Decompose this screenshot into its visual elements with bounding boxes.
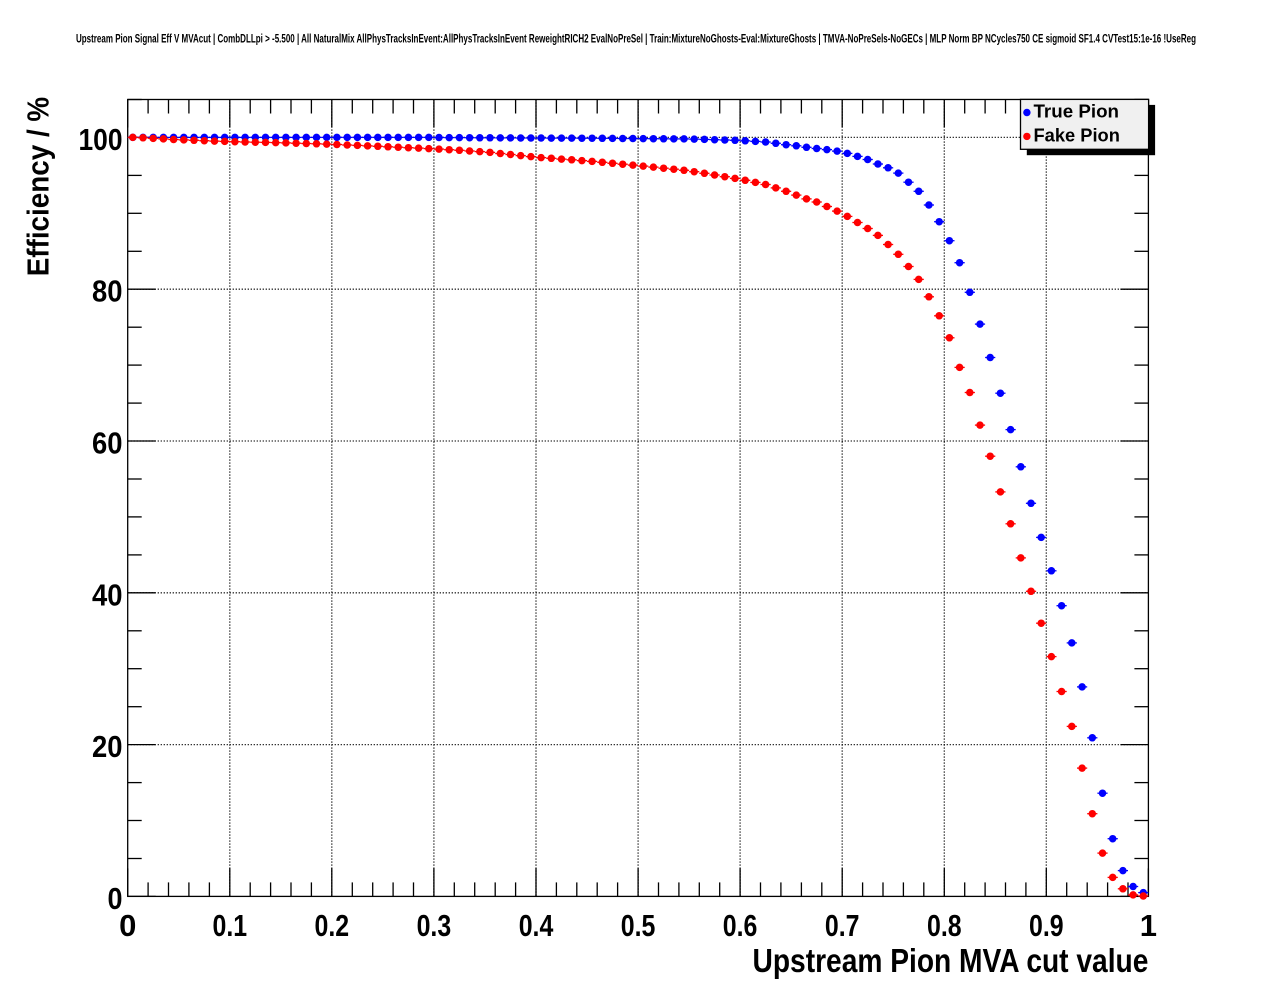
svg-text:0.2: 0.2 bbox=[315, 908, 350, 943]
svg-text:Upstream Pion Signal Eff V MVA: Upstream Pion Signal Eff V MVAcut | Comb… bbox=[76, 32, 1196, 46]
svg-text:Efficiency / %: Efficiency / % bbox=[21, 97, 56, 277]
svg-text:0.7: 0.7 bbox=[825, 908, 860, 943]
svg-text:0: 0 bbox=[119, 908, 136, 943]
svg-text:0.6: 0.6 bbox=[723, 908, 758, 943]
svg-text:0: 0 bbox=[108, 881, 123, 916]
svg-text:Fake Pion: Fake Pion bbox=[1034, 125, 1120, 145]
svg-text:40: 40 bbox=[92, 577, 123, 612]
svg-text:80: 80 bbox=[92, 274, 123, 309]
svg-text:True Pion: True Pion bbox=[1034, 101, 1120, 121]
svg-text:Upstream Pion MVA cut value: Upstream Pion MVA cut value bbox=[753, 943, 1149, 980]
svg-text:60: 60 bbox=[92, 426, 123, 461]
svg-text:0.4: 0.4 bbox=[519, 908, 554, 943]
svg-text:20: 20 bbox=[92, 729, 123, 764]
svg-text:0.5: 0.5 bbox=[621, 908, 656, 943]
svg-text:0.3: 0.3 bbox=[417, 908, 452, 943]
svg-text:0.9: 0.9 bbox=[1029, 908, 1064, 943]
svg-text:1: 1 bbox=[1140, 908, 1157, 943]
svg-text:0.8: 0.8 bbox=[927, 908, 962, 943]
svg-text:0.1: 0.1 bbox=[213, 908, 248, 943]
svg-text:100: 100 bbox=[79, 122, 123, 157]
